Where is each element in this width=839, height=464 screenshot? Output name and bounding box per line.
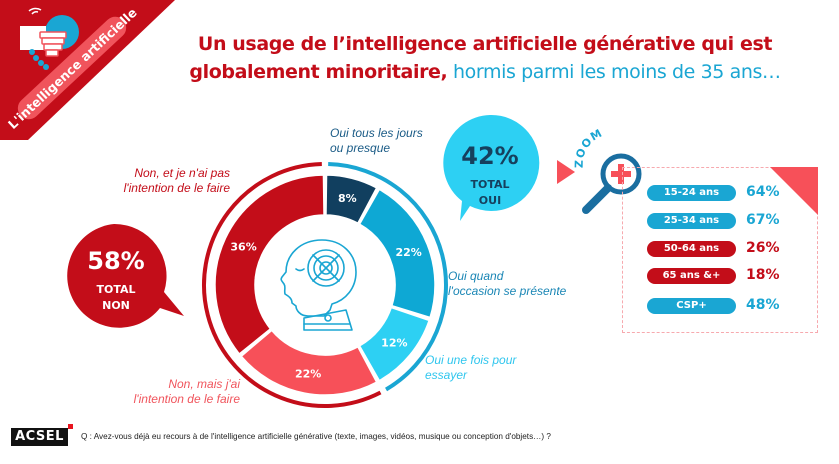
total-no-arc xyxy=(202,162,382,408)
zoom-panel xyxy=(622,167,818,333)
total-no-value: 58% xyxy=(87,247,145,275)
slice-value-label: 22% xyxy=(295,367,321,380)
slice-label-daily: Oui tous les jours ou presque xyxy=(330,126,423,155)
donut-slice xyxy=(358,306,431,382)
title-line-1: Un usage de l’intelligence artificielle … xyxy=(197,33,773,55)
brand-logo: ACSEL xyxy=(11,428,68,446)
svg-text:ZOOM: ZOOM xyxy=(573,128,605,168)
segment-value: 26% xyxy=(746,240,780,256)
zoom-row: 50-64 ans 26% xyxy=(647,240,797,257)
survey-question: Q : Avez-vous déjà eu recours à de l'int… xyxy=(81,432,551,441)
zoom-row: CSP+ 48% xyxy=(647,297,797,314)
donut-slice xyxy=(358,188,436,319)
arrow-right-icon xyxy=(557,160,575,184)
total-yes-label-line1: TOTAL xyxy=(470,178,510,191)
donut-chart: 8% 22% 12% 22% 36% xyxy=(202,162,448,408)
segment-value: 18% xyxy=(746,267,780,283)
segment-value: 64% xyxy=(746,184,780,200)
slice-value-label: 22% xyxy=(396,246,422,259)
segment-value: 48% xyxy=(746,297,780,313)
segment-value: 67% xyxy=(746,212,780,228)
total-no-bubble xyxy=(67,223,184,328)
total-yes-arc xyxy=(328,162,448,392)
brand-logo-dot xyxy=(68,424,73,429)
total-yes-bubble xyxy=(443,114,540,221)
page-title: Un usage de l’intelligence artificielle … xyxy=(170,30,800,86)
title-emphasis: globalement minoritaire, xyxy=(189,61,448,83)
panel-corner-decoration xyxy=(770,167,818,215)
slice-label-once: Oui une fois pour essayer xyxy=(425,353,517,382)
total-yes-label-line2: OUI xyxy=(478,194,502,207)
donut-slice xyxy=(240,329,378,396)
total-no-label-line2: NON xyxy=(102,299,130,312)
segment-pill: 65 ans &+ xyxy=(647,268,736,284)
magnifier-zoom-icon: ZOOM xyxy=(573,128,642,214)
total-no-label-line1: TOTAL xyxy=(96,283,136,296)
zoom-row: 65 ans &+ 18% xyxy=(647,267,797,284)
donut-slice xyxy=(325,174,378,225)
slice-label-no-never: Non, et je n'ai pas l'intention de le fa… xyxy=(123,166,230,195)
banner-pill xyxy=(17,16,127,120)
title-subtext: hormis parmi les moins de 35 ans… xyxy=(447,61,781,83)
zoom-row: 25-34 ans 67% xyxy=(647,212,797,229)
slice-label-no-but-intend: Non, mais j'ai l'intention de le faire xyxy=(133,377,240,406)
topic-banner: L'intelligence artificielle xyxy=(0,0,175,140)
segment-pill: 50-64 ans xyxy=(647,241,736,257)
ai-head-icon xyxy=(280,239,357,331)
total-yes-value: 42% xyxy=(461,142,519,170)
donut-slice xyxy=(214,174,325,355)
slice-value-label: 8% xyxy=(338,192,357,205)
zoom-badge-label: ZOOM xyxy=(573,128,604,168)
segment-pill: CSP+ xyxy=(647,298,736,314)
slice-label-occasional: Oui quand l'occasion se présente xyxy=(448,269,567,298)
slice-value-label: 36% xyxy=(230,241,256,254)
handshake-icon xyxy=(20,7,79,70)
zoom-row: 15-24 ans 64% xyxy=(647,184,797,201)
segment-pill: 25-34 ans xyxy=(647,213,736,229)
segment-pill: 15-24 ans xyxy=(647,185,736,201)
slice-value-label: 12% xyxy=(381,336,407,349)
